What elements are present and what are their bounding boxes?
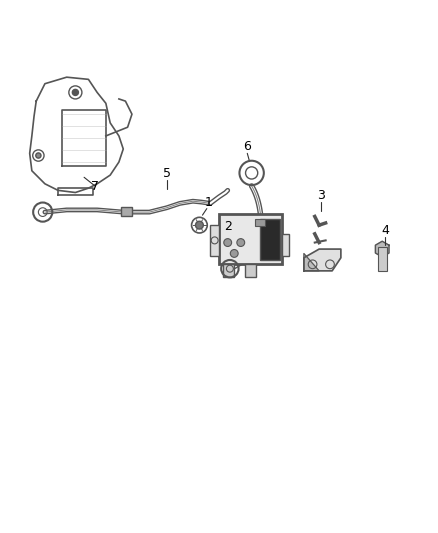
Bar — [282, 234, 289, 256]
Bar — [210, 225, 219, 256]
Bar — [219, 214, 282, 264]
Bar — [245, 264, 256, 277]
Text: 3: 3 — [318, 189, 325, 202]
Bar — [254, 220, 265, 226]
Text: 7: 7 — [91, 180, 99, 193]
Bar — [260, 219, 280, 260]
Circle shape — [237, 239, 245, 246]
Text: 4: 4 — [381, 224, 389, 237]
Polygon shape — [304, 249, 341, 271]
Circle shape — [36, 153, 41, 158]
Text: 5: 5 — [163, 167, 171, 180]
Bar — [223, 264, 234, 277]
Text: 2: 2 — [224, 220, 232, 232]
Bar — [378, 247, 387, 271]
Text: 1: 1 — [204, 196, 212, 208]
Circle shape — [195, 221, 203, 229]
Bar — [121, 207, 132, 216]
Circle shape — [224, 239, 232, 246]
Circle shape — [72, 90, 78, 95]
Polygon shape — [304, 254, 319, 271]
Text: 6: 6 — [244, 140, 251, 153]
Polygon shape — [375, 241, 389, 257]
Circle shape — [230, 249, 238, 257]
